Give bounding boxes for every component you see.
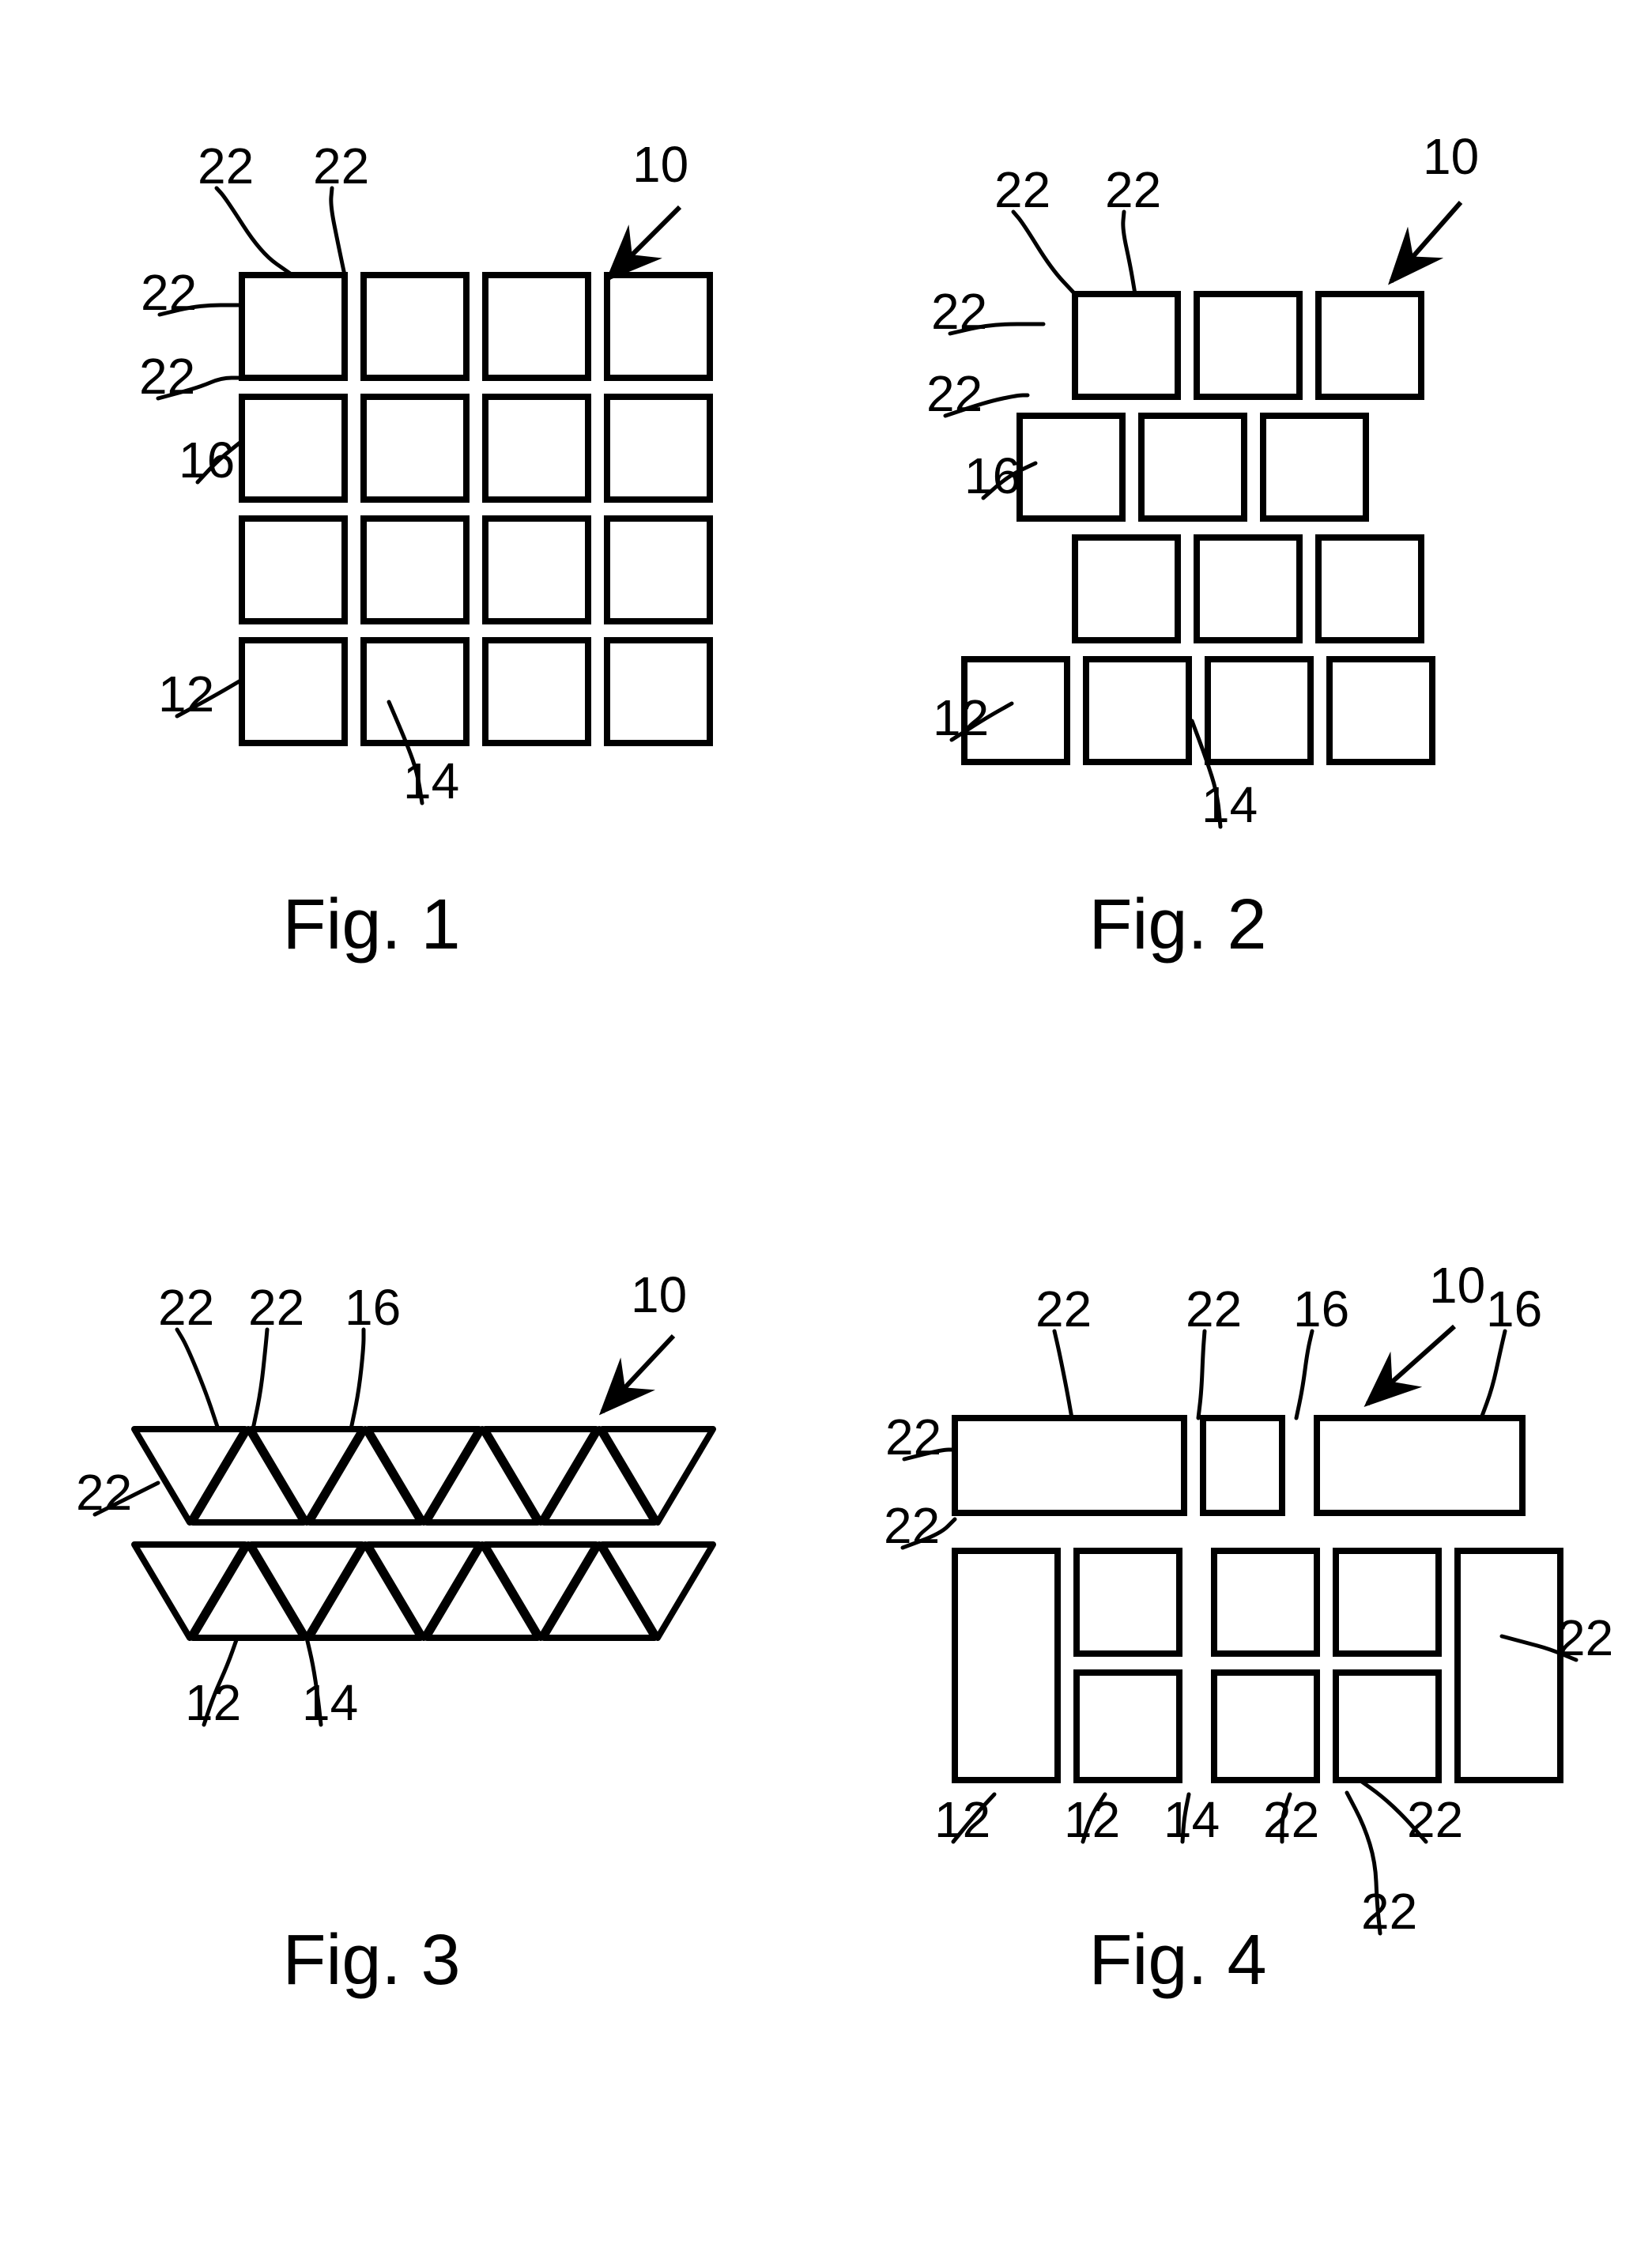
label-text: 12 xyxy=(1064,1791,1120,1848)
label-text: 22 xyxy=(139,348,195,405)
label-text: 16 xyxy=(179,432,235,488)
label-text: 10 xyxy=(632,136,688,193)
label-text: 22 xyxy=(76,1464,132,1521)
label-text: 12 xyxy=(185,1674,241,1731)
label-text: 12 xyxy=(933,689,989,746)
label-text: 22 xyxy=(158,1279,214,1336)
label-text: 22 xyxy=(931,283,987,340)
label-text: 22 xyxy=(1407,1791,1463,1848)
label-text: 22 xyxy=(1361,1883,1417,1940)
label-text: 22 xyxy=(884,1497,940,1554)
label-text: 10 xyxy=(1429,1257,1485,1314)
label-text: 14 xyxy=(403,753,459,809)
label-text: 22 xyxy=(1263,1791,1319,1848)
label-text: 16 xyxy=(345,1279,401,1336)
label-text: 22 xyxy=(926,365,983,422)
label-text: 14 xyxy=(1201,776,1258,833)
label-text: 22 xyxy=(994,161,1050,218)
label-text: 10 xyxy=(1423,128,1479,185)
label-text: 16 xyxy=(1293,1281,1349,1337)
figure-caption: Fig. 2 xyxy=(1088,885,1266,964)
label-text: 12 xyxy=(158,666,214,722)
label-text: 22 xyxy=(1186,1281,1242,1337)
label-text: 22 xyxy=(198,138,254,194)
label-text: 22 xyxy=(313,138,369,194)
label-text: 14 xyxy=(1164,1791,1220,1848)
label-text: 10 xyxy=(631,1266,687,1323)
figure-caption: Fig. 1 xyxy=(282,885,460,964)
label-text: 12 xyxy=(934,1791,990,1848)
label-text: 22 xyxy=(1557,1609,1613,1666)
figure-caption: Fig. 4 xyxy=(1088,1921,1266,2000)
label-text: 22 xyxy=(1035,1281,1092,1337)
label-text: 14 xyxy=(302,1674,358,1731)
label-text: 22 xyxy=(1105,161,1161,218)
label-text: 22 xyxy=(248,1279,304,1336)
label-text: 22 xyxy=(141,264,197,321)
label-text: 16 xyxy=(964,447,1020,504)
label-text: 22 xyxy=(885,1409,941,1465)
figure-caption: Fig. 3 xyxy=(282,1921,460,2000)
label-text: 16 xyxy=(1486,1281,1542,1337)
